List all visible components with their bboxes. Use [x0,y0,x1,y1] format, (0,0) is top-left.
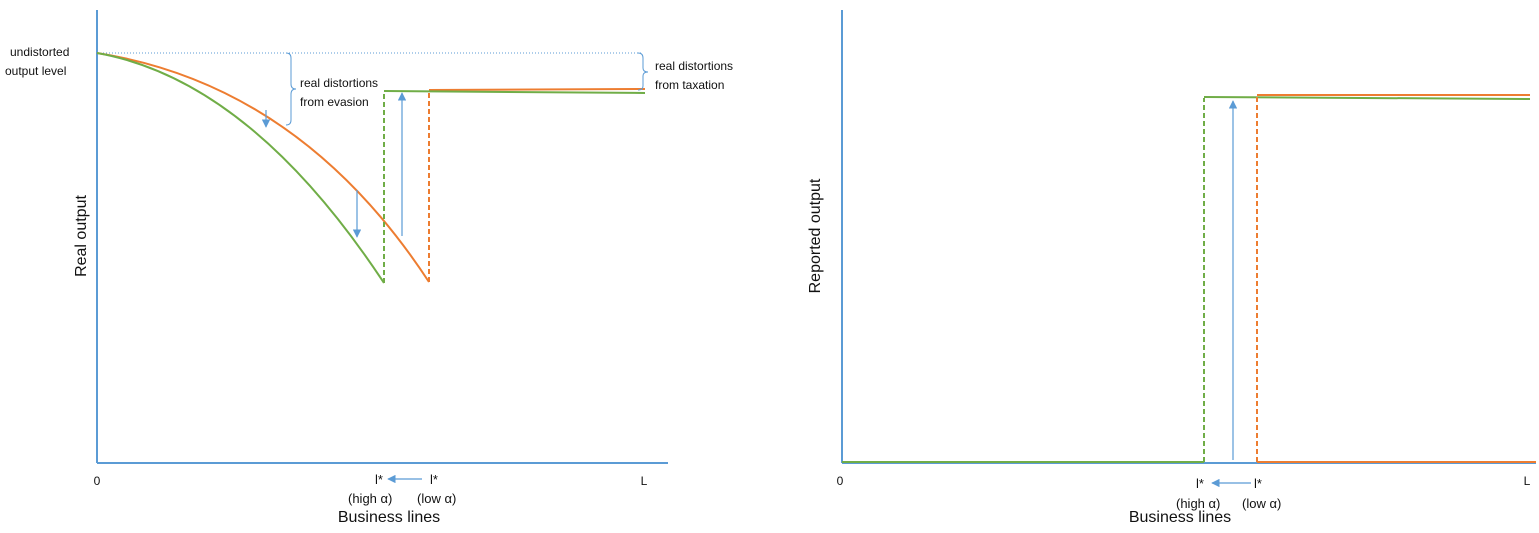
right-high-alpha-label: (high α) [1176,496,1220,511]
right-x-axis-label: Business lines [1129,509,1231,526]
left-x-origin-label: 0 [94,474,101,488]
high-alpha-real-output-curve [96,52,385,284]
undistorted-label-line2: output level [5,64,66,78]
taxation-label-line2: from taxation [655,78,724,92]
taxation-brace [637,52,649,91]
left-x-end-label: L [641,474,648,488]
right-x-end-label: L [1524,474,1531,488]
left-low-alpha-label: (low α) [417,491,456,506]
right-y-axis-label: Reported output [807,178,824,293]
right-x-origin-label: 0 [837,474,844,488]
right-low-alpha-label: (low α) [1242,496,1281,511]
left-x-axis-label: Business lines [338,509,440,526]
low-alpha-plateau [428,88,646,91]
taxation-label-line1: real distortions [655,59,733,73]
left-panel: undistorted output level real distortion… [5,10,733,526]
right-lstar-high-label: l* [1196,476,1204,491]
low-alpha-real-output-curve [96,52,430,283]
left-lstar-low-label: l* [430,472,438,487]
high-alpha-plateau [383,90,646,94]
right-lstar-low-label: l* [1254,476,1262,491]
evasion-label-line2: from evasion [300,95,369,109]
left-y-axis-label: Real output [73,195,90,277]
undistorted-label-line1: undistorted [10,45,69,59]
left-high-alpha-label: (high α) [348,491,392,506]
evasion-label-line1: real distortions [300,76,378,90]
high-alpha-reported-plateau [1203,96,1531,100]
evasion-brace [285,52,297,126]
left-lstar-high-label: l* [375,472,383,487]
right-panel: Reported output 0 L l* l* (high α) (low … [807,10,1536,526]
